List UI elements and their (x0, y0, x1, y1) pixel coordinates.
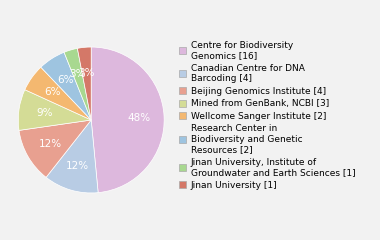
Wedge shape (18, 90, 91, 130)
Legend: Centre for Biodiversity
Genomics [16], Canadian Centre for DNA
Barcoding [4], Be: Centre for Biodiversity Genomics [16], C… (177, 39, 357, 192)
Text: 48%: 48% (127, 113, 150, 123)
Wedge shape (91, 47, 164, 193)
Wedge shape (19, 120, 91, 177)
Text: 12%: 12% (38, 139, 62, 149)
Wedge shape (78, 47, 91, 120)
Text: 6%: 6% (44, 88, 61, 97)
Text: 6%: 6% (57, 75, 74, 85)
Wedge shape (64, 48, 91, 120)
Wedge shape (25, 67, 91, 120)
Wedge shape (41, 52, 91, 120)
Text: 3%: 3% (70, 70, 86, 79)
Text: 12%: 12% (66, 161, 89, 170)
Text: 3%: 3% (78, 68, 95, 78)
Text: 9%: 9% (36, 108, 52, 118)
Wedge shape (46, 120, 98, 193)
